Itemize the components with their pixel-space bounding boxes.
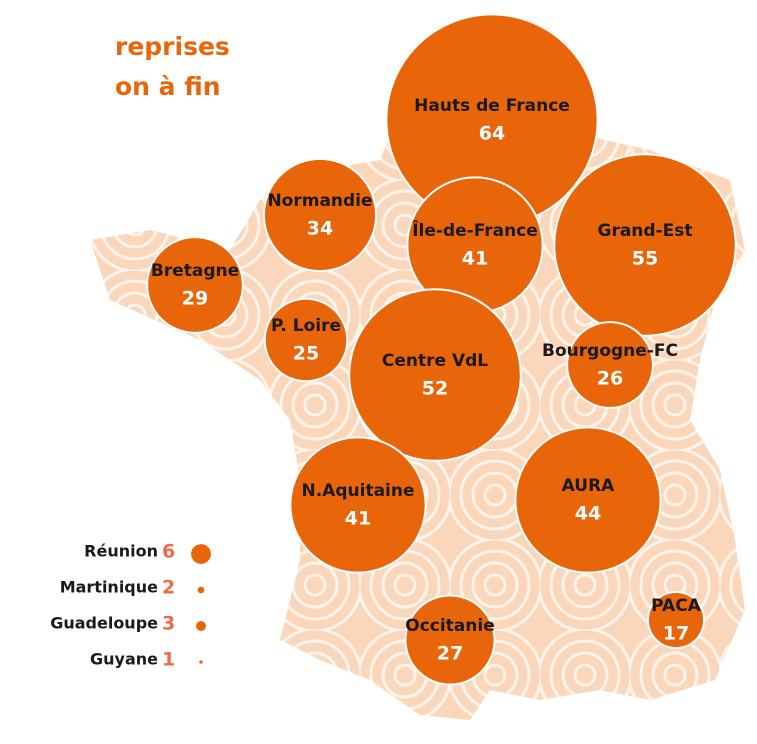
region-name: N.Aquitaine — [302, 481, 415, 501]
region-value: 34 — [307, 218, 333, 240]
region-name: P. Loire — [271, 316, 341, 336]
title-line: on à fin — [115, 72, 221, 101]
region-value: 55 — [632, 248, 658, 270]
region-value: 41 — [345, 508, 371, 530]
overseas-value: 6 — [162, 541, 175, 563]
region-bubble — [514, 426, 662, 574]
region-name: Normandie — [267, 191, 372, 211]
region-name: Grand-Est — [598, 221, 693, 241]
region-bubble — [646, 590, 706, 650]
region-bubble — [262, 157, 378, 273]
region-value: 44 — [575, 503, 601, 525]
region-value: 26 — [597, 368, 623, 390]
region-value: 41 — [462, 248, 488, 270]
region-value: 52 — [422, 378, 448, 400]
region-value: 27 — [437, 643, 463, 665]
overseas-name: Réunion — [84, 542, 158, 561]
region-bubble — [553, 153, 737, 337]
region-name: Bretagne — [151, 261, 239, 281]
title-line: reprises — [115, 32, 230, 61]
overseas-name: Martinique — [60, 578, 158, 597]
overseas-dot — [196, 621, 206, 631]
region-name: Hauts de France — [414, 96, 570, 116]
overseas-dot — [199, 660, 203, 664]
overseas-value: 3 — [162, 613, 175, 635]
overseas-name: Guyane — [90, 650, 158, 669]
region-name: Bourgogne-FC — [542, 341, 678, 361]
region-bubble — [566, 321, 654, 409]
region-name: Île-de-France — [412, 219, 538, 241]
region-bubble — [263, 297, 349, 383]
overseas-value: 1 — [162, 649, 175, 671]
overseas-dot — [191, 544, 211, 564]
region-value: 25 — [293, 343, 319, 365]
region-name: Occitanie — [405, 616, 495, 636]
region-bubble — [146, 236, 244, 334]
region-name: Centre VdL — [382, 351, 488, 371]
region-value: 64 — [479, 123, 505, 145]
region-value: 17 — [663, 623, 689, 645]
region-name: PACA — [651, 596, 702, 616]
region-bubble — [404, 594, 496, 686]
overseas-value: 2 — [162, 577, 175, 599]
region-bubble — [348, 288, 522, 462]
region-bubble — [289, 436, 427, 574]
overseas-dot — [197, 586, 205, 594]
overseas-name: Guadeloupe — [50, 614, 158, 633]
region-value: 29 — [182, 288, 208, 310]
region-name: AURA — [562, 476, 616, 496]
